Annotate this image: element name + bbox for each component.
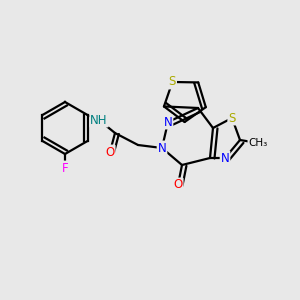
Text: O: O bbox=[105, 146, 115, 158]
Text: N: N bbox=[158, 142, 166, 154]
Text: O: O bbox=[173, 178, 183, 191]
Text: F: F bbox=[62, 161, 68, 175]
Text: CH₃: CH₃ bbox=[248, 138, 268, 148]
Text: N: N bbox=[164, 116, 172, 128]
Text: S: S bbox=[169, 76, 176, 88]
Text: S: S bbox=[228, 112, 236, 124]
Text: N: N bbox=[220, 152, 230, 164]
Text: NH: NH bbox=[90, 113, 108, 127]
